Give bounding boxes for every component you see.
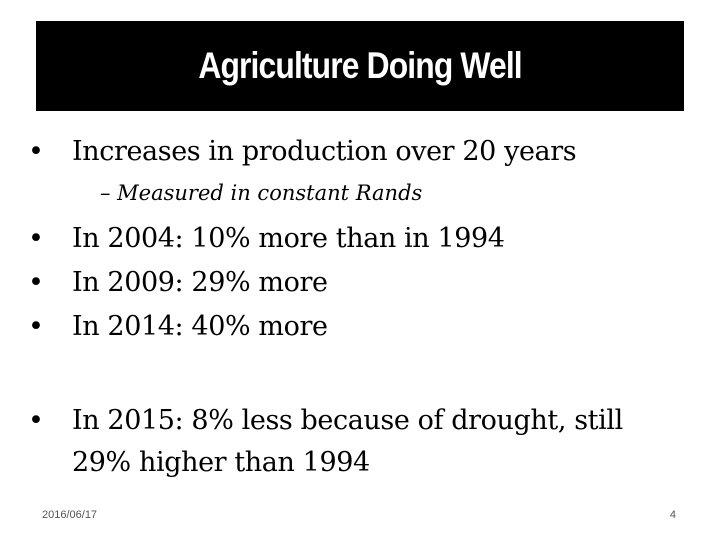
bullet-text: In 2009: 29% more <box>72 267 328 298</box>
bullet-text: In 2014: 40% more <box>72 311 328 342</box>
bullet-glyph: • <box>28 311 44 342</box>
bullet-glyph: • <box>28 405 44 436</box>
slide-title: Agriculture Doing Well <box>198 45 522 86</box>
bullet-text: In 2015: 8% less because of drought, sti… <box>72 405 623 436</box>
slide-number: 4 <box>669 509 676 521</box>
footer-date: 2016/06/17 <box>42 509 98 521</box>
bullet-glyph: • <box>28 223 44 254</box>
bullet-text: In 2004: 10% more than in 1994 <box>72 223 505 254</box>
bullet-glyph: • <box>28 136 44 167</box>
bullet-text-continuation: 29% higher than 1994 <box>72 447 370 478</box>
bullet-glyph: • <box>28 267 44 298</box>
sub-bullet-item: – Measured in constant Rands <box>100 181 423 205</box>
bullet-text: Increases in production over 20 years <box>72 136 577 167</box>
slide-title-bar: Agriculture Doing Well <box>36 21 684 111</box>
